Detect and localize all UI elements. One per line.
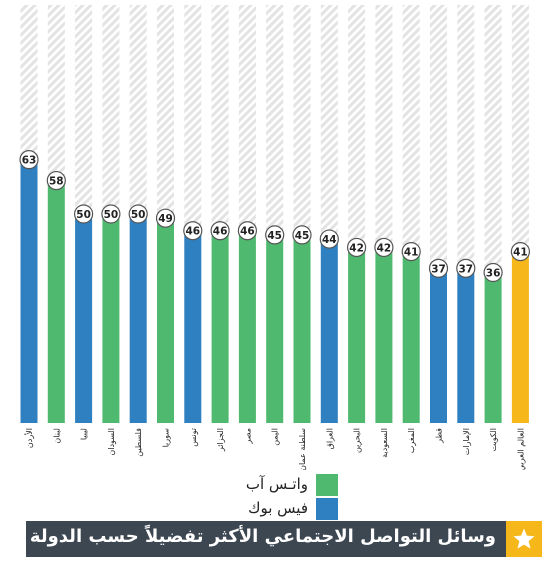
value-badge: [128, 204, 148, 224]
data-label: 58: [49, 176, 64, 188]
category-label: الجزائر: [216, 428, 225, 452]
value-badge: [347, 237, 367, 258]
star-badge: [506, 521, 542, 557]
category-label: الأردن: [24, 428, 34, 448]
bar-whatsapp: [102, 214, 120, 423]
value-badge: [237, 221, 257, 241]
data-label: 37: [431, 263, 446, 275]
value-badge: [319, 229, 339, 249]
value-badge: [292, 225, 312, 245]
category-label: العالم العربي: [516, 428, 525, 470]
bar-facebook: [457, 268, 475, 423]
bar-facebook: [75, 214, 93, 423]
star-icon: [513, 528, 535, 549]
legend-item-facebook: فيس بوك: [228, 498, 338, 520]
data-label: 46: [185, 226, 200, 238]
bar-whatsapp: [348, 247, 366, 423]
data-label: 41: [404, 247, 419, 259]
category-label: السودان: [107, 428, 116, 456]
bar-whatsapp: [375, 247, 393, 423]
data-label: 41: [513, 247, 528, 259]
bar-whatsapp: [157, 218, 174, 423]
bar-whatsapp: [238, 230, 256, 423]
value-badge: [428, 258, 449, 278]
legend-label-facebook: فيس بوك: [248, 499, 308, 517]
bar-whatsapp: [47, 180, 65, 423]
category-label: سوريا: [162, 428, 171, 448]
data-label: 63: [22, 155, 37, 167]
category-label: فلسطين: [134, 428, 143, 457]
value-badge: [210, 221, 230, 241]
category-label: اليمن: [271, 428, 280, 446]
category-label: المغرب: [407, 428, 416, 453]
category-label: قطر: [435, 428, 444, 444]
data-label: 45: [295, 230, 310, 242]
value-badge: [401, 242, 421, 262]
category-label: الكويت: [489, 428, 498, 451]
bar-whatsapp: [293, 234, 311, 423]
chart-title: وسائل التواصل الاجتماعي الأكثر تفضيلاً ح…: [29, 526, 496, 547]
legend-swatch-whatsapp: [316, 474, 338, 496]
legend-label-whatsapp: واتـس آب: [245, 475, 308, 493]
data-label: 50: [104, 209, 119, 221]
data-label: 46: [240, 226, 255, 238]
category-label: مصر: [243, 428, 252, 445]
bar-facebook: [20, 159, 38, 423]
value-badge: [46, 170, 66, 191]
data-label: 49: [158, 213, 173, 225]
bar-chart: 63 الأردن 58 لبنان 50 ليبيا 50 السودان 50 فلسطين 4…: [19, 5, 531, 470]
value-badge: [183, 221, 203, 241]
value-badge: [19, 150, 39, 170]
legend-swatch-facebook: [316, 498, 338, 520]
data-label: 42: [349, 242, 364, 254]
data-label: 46: [213, 226, 228, 238]
bar-whatsapp: [402, 251, 420, 423]
value-badge: [155, 208, 176, 228]
value-badge: [510, 242, 531, 262]
bar-facebook: [129, 214, 147, 423]
bar-facebook: [320, 239, 338, 423]
chart-title-bar: وسائل التواصل الاجتماعي الأكثر تفضيلاً ح…: [26, 521, 542, 557]
bar-arab-world: [511, 251, 529, 423]
legend-item-whatsapp: واتـس آب: [228, 474, 338, 496]
category-label: لبنان: [52, 428, 61, 444]
value-badge: [101, 204, 121, 224]
bar-whatsapp: [484, 272, 502, 423]
category-label: الإمارات: [462, 428, 472, 455]
category-label: العراق: [325, 428, 334, 449]
bar-facebook: [184, 230, 202, 423]
data-label: 42: [377, 242, 392, 254]
category-label: البحرين: [353, 428, 362, 453]
bar-whatsapp: [211, 230, 229, 423]
data-label: 37: [458, 263, 473, 275]
data-label: 50: [131, 209, 146, 221]
value-badge: [456, 258, 476, 278]
bar-facebook: [430, 268, 447, 423]
data-label: 36: [486, 268, 501, 280]
value-badge: [374, 237, 394, 258]
value-badge: [483, 262, 503, 283]
data-label: 50: [76, 209, 91, 221]
category-label: ليبيا: [80, 428, 89, 440]
category-label: السعودية: [380, 428, 389, 458]
category-label: سلطنة عمان: [298, 428, 307, 470]
data-label: 44: [322, 234, 337, 246]
category-label: تونس: [189, 428, 198, 447]
value-badge: [265, 225, 285, 245]
bar-whatsapp: [266, 234, 284, 423]
data-label: 45: [267, 230, 282, 242]
value-badge: [73, 204, 94, 224]
